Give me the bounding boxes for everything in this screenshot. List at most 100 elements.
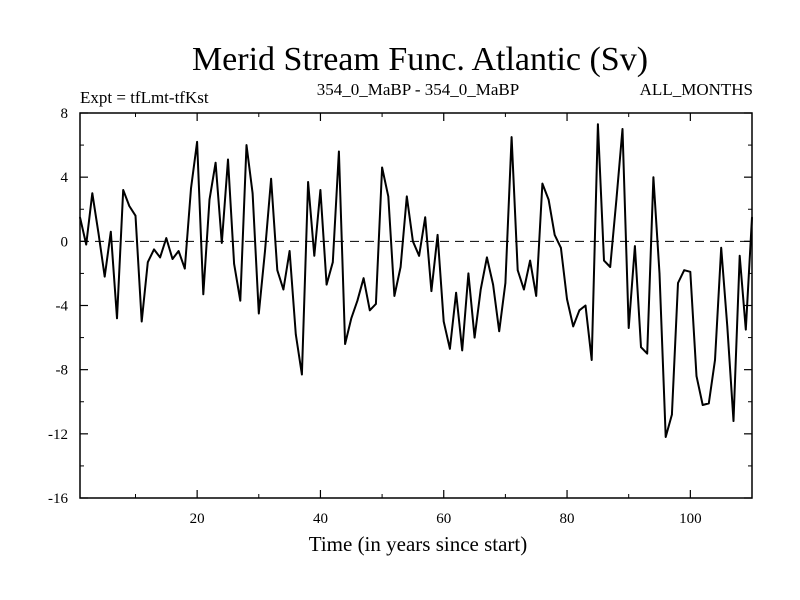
data-point — [282, 288, 285, 291]
data-point — [196, 141, 198, 143]
data-point — [325, 283, 328, 286]
data-point — [190, 187, 192, 190]
data-point — [560, 247, 562, 249]
y-tick-label: 0 — [61, 234, 69, 250]
x-tick-label: 20 — [190, 511, 205, 527]
data-point — [492, 283, 494, 286]
data-point — [258, 312, 260, 315]
data-point — [134, 214, 137, 217]
period-label: 354_0_MaBP - 354_0_MaBP — [317, 80, 519, 99]
months-label: ALL_MONTHS — [640, 80, 753, 99]
data-point — [652, 176, 655, 178]
data-point — [677, 282, 679, 284]
data-point — [732, 420, 735, 422]
data-point — [751, 216, 753, 219]
data-point — [239, 299, 242, 302]
data-point — [214, 161, 217, 164]
data-point — [640, 346, 642, 349]
x-axis: 20 40 60 80 100 — [134, 113, 753, 527]
data-point — [683, 269, 685, 272]
data-point — [381, 166, 383, 169]
data-point — [375, 303, 377, 305]
data-point — [504, 282, 507, 284]
data-point — [714, 359, 716, 361]
data-point — [85, 243, 87, 246]
data-point — [547, 198, 550, 201]
data-point — [165, 237, 168, 239]
data-point — [153, 248, 155, 251]
data-point — [295, 333, 297, 336]
data-point — [399, 266, 402, 268]
x-tick-label: 40 — [313, 511, 328, 527]
data-point — [221, 242, 223, 244]
chart-title: Merid Stream Func. Atlantic (Sv) — [192, 41, 648, 78]
data-point — [424, 216, 427, 219]
data-point — [418, 255, 420, 257]
experiment-label: Expt = tfLmt-tfKst — [80, 88, 209, 107]
data-point — [535, 295, 537, 297]
data-point — [369, 309, 371, 312]
data-point — [597, 123, 599, 125]
x-tick-label: 100 — [679, 511, 702, 527]
data-point — [177, 250, 180, 252]
data-point — [362, 277, 365, 280]
data-point — [510, 136, 513, 138]
data-point — [627, 327, 630, 329]
data-point — [171, 258, 174, 260]
data-point — [313, 255, 316, 257]
data-point — [184, 267, 186, 270]
data-point — [671, 413, 673, 416]
data-point — [251, 192, 254, 194]
data-point — [634, 245, 636, 247]
data-point — [307, 181, 309, 183]
data-point — [344, 343, 346, 345]
data-point — [708, 402, 710, 405]
data-point — [664, 436, 667, 438]
data-point — [227, 158, 229, 161]
data-point — [658, 272, 661, 275]
x-tick-label: 60 — [436, 511, 451, 527]
data-point — [726, 325, 729, 328]
data-point — [523, 288, 525, 291]
data-point — [621, 128, 624, 130]
data-point — [449, 348, 451, 350]
data-point — [245, 144, 248, 146]
y-tick-label: 4 — [61, 170, 69, 186]
data-point — [584, 304, 587, 307]
data-point — [442, 320, 445, 323]
data-point — [467, 272, 470, 275]
data-point — [159, 256, 161, 259]
x-axis-label: Time (in years since start) — [309, 532, 528, 556]
data-point — [609, 266, 611, 268]
data-point — [529, 259, 531, 262]
data-point — [461, 349, 464, 352]
data-point — [264, 250, 266, 252]
data-point — [498, 330, 501, 333]
data-point — [387, 195, 390, 198]
data-point — [91, 192, 94, 194]
data-point — [147, 261, 149, 264]
plot-area — [79, 112, 753, 499]
data-point — [270, 178, 272, 180]
data-point — [516, 269, 519, 272]
data-point — [208, 198, 211, 201]
data-point — [436, 234, 439, 236]
y-tick-label: 8 — [61, 106, 69, 122]
data-point — [233, 263, 235, 265]
data-point — [412, 240, 414, 243]
data-point — [140, 320, 143, 323]
data-point — [695, 375, 698, 377]
data-point — [578, 309, 581, 312]
data-point — [301, 373, 303, 376]
data-point — [455, 291, 457, 294]
data-point — [338, 150, 340, 153]
data-point — [473, 336, 476, 339]
data-point — [406, 195, 408, 198]
data-point — [110, 230, 112, 233]
data-point — [590, 359, 593, 361]
data-point — [350, 317, 353, 320]
y-tick-label: -16 — [48, 491, 68, 507]
data-point — [332, 261, 334, 264]
data-point — [745, 328, 747, 331]
data-point — [615, 198, 618, 201]
